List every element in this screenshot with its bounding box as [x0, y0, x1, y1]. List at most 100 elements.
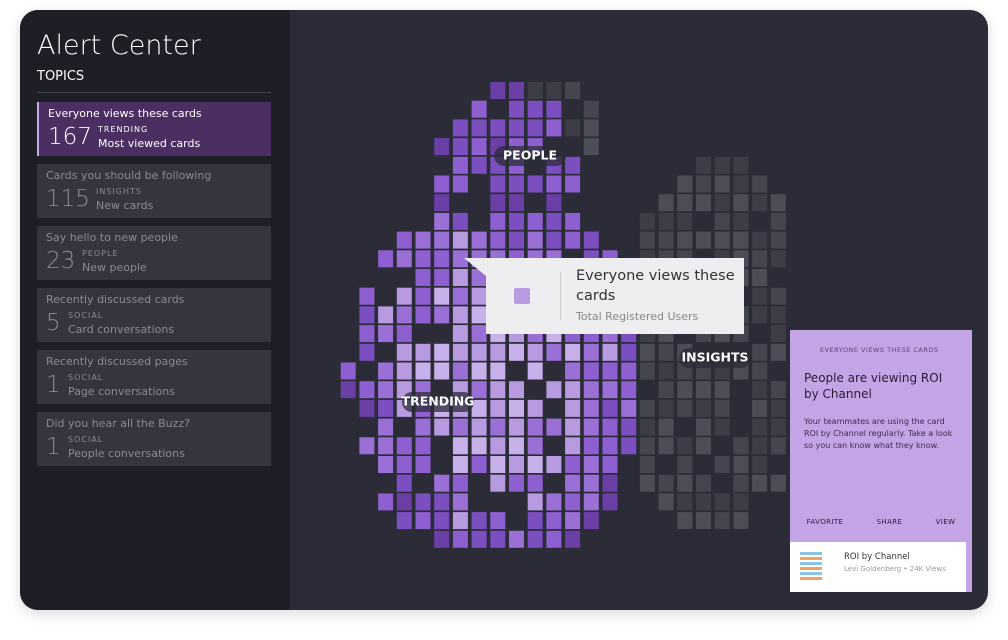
tile: [602, 362, 618, 380]
tile: [565, 399, 581, 417]
tile: [752, 381, 768, 399]
tile: [714, 231, 730, 249]
tile: [527, 456, 543, 473]
tile: [509, 381, 524, 399]
tile: [509, 437, 524, 455]
tile: [490, 194, 506, 212]
tile: [565, 82, 581, 99]
topic-category: SOCIAL: [68, 373, 104, 382]
card-action[interactable]: SHARE: [876, 518, 903, 526]
tile: [770, 194, 786, 212]
tile: [583, 231, 599, 249]
tile: [714, 456, 730, 473]
tile: [546, 82, 562, 99]
tile: [583, 362, 599, 380]
tile: [752, 269, 768, 286]
topic-item[interactable]: Did you hear all the Buzz? 1 SOCIAL People …: [37, 412, 271, 466]
tile: [471, 456, 487, 473]
tile: [415, 418, 431, 436]
tile: [770, 399, 786, 417]
topic-item[interactable]: Recently discussed cards 5 SOCIAL Card conv…: [37, 288, 271, 342]
topic-label: Most viewed cards: [98, 137, 201, 150]
tile: [602, 399, 618, 417]
tile: [509, 530, 524, 548]
tile: [434, 269, 450, 286]
tile: [452, 156, 468, 174]
tile: [658, 381, 674, 399]
tile: [415, 306, 431, 324]
tile: [565, 231, 581, 249]
tile: [378, 325, 394, 343]
tile: [565, 362, 581, 380]
tile: [565, 530, 581, 548]
tile: [340, 362, 356, 380]
tile: [434, 194, 450, 212]
tile: [546, 194, 562, 212]
tile: [527, 82, 543, 99]
tile: [696, 418, 711, 436]
tile: [415, 493, 431, 511]
tooltip-title: Everyone views these cards: [576, 268, 735, 304]
tile: [527, 399, 543, 417]
tile: [658, 399, 674, 417]
tile: [583, 100, 599, 118]
topic-item[interactable]: Everyone views these cards 167 TRENDING Mos…: [37, 102, 271, 156]
tile: [696, 512, 711, 530]
topic-label: Card conversations: [68, 323, 175, 336]
tile: [452, 456, 468, 473]
tile: [565, 493, 581, 511]
tile: [396, 493, 412, 511]
tile: [471, 418, 487, 436]
tile: [733, 212, 749, 230]
tile: [509, 119, 524, 137]
tile: [677, 175, 693, 193]
tile: [452, 287, 468, 305]
tile: [452, 212, 468, 230]
card-preview[interactable]: ROI by Channel Levi Goldenberg • 24K Vie…: [790, 542, 966, 592]
tile: [565, 343, 581, 361]
tile: [434, 212, 450, 230]
tile: [546, 418, 562, 436]
tile: [621, 381, 637, 399]
preview-meta: Levi Goldenberg • 24K Views: [844, 565, 946, 573]
sidebar: Alert Center TOPICS Everyone views these…: [20, 10, 290, 610]
tile: [583, 381, 599, 399]
tile: [752, 306, 768, 324]
tile: [565, 156, 581, 174]
topic-label: Page conversations: [68, 385, 175, 398]
tile: [434, 493, 450, 511]
tile: [733, 512, 749, 530]
tile: [677, 493, 693, 511]
tile: [527, 100, 543, 118]
tile: [677, 381, 693, 399]
tile: [434, 287, 450, 305]
card-action[interactable]: VIEW: [935, 518, 956, 526]
tile: [509, 82, 524, 99]
tile: [546, 119, 562, 137]
tile: [639, 362, 655, 380]
tile: [733, 231, 749, 249]
tile: [471, 512, 487, 530]
tile: [602, 456, 618, 473]
tile: [434, 362, 450, 380]
tile: [658, 437, 674, 455]
tile: [396, 456, 412, 473]
tile: [752, 231, 768, 249]
topic-item[interactable]: Cards you should be following 115 INSIGHTS…: [37, 164, 271, 218]
tile: [714, 194, 730, 212]
tile: [770, 418, 786, 436]
card-action[interactable]: FAVORITE: [806, 518, 844, 526]
tile: [639, 231, 655, 249]
tooltip-subtitle: Total Registered Users: [576, 310, 699, 323]
tile: [471, 156, 487, 174]
tile: [490, 381, 506, 399]
tile: [658, 212, 674, 230]
tile: [415, 437, 431, 455]
tile: [490, 119, 506, 137]
topic-item[interactable]: Say hello to new people 23 PEOPLE New peopl…: [37, 226, 271, 280]
topic-item[interactable]: Recently discussed pages 1 SOCIAL Page conv…: [37, 350, 271, 404]
tile: [546, 100, 562, 118]
tile: [621, 343, 637, 361]
tile: [452, 138, 468, 156]
label-bg: [402, 392, 474, 412]
